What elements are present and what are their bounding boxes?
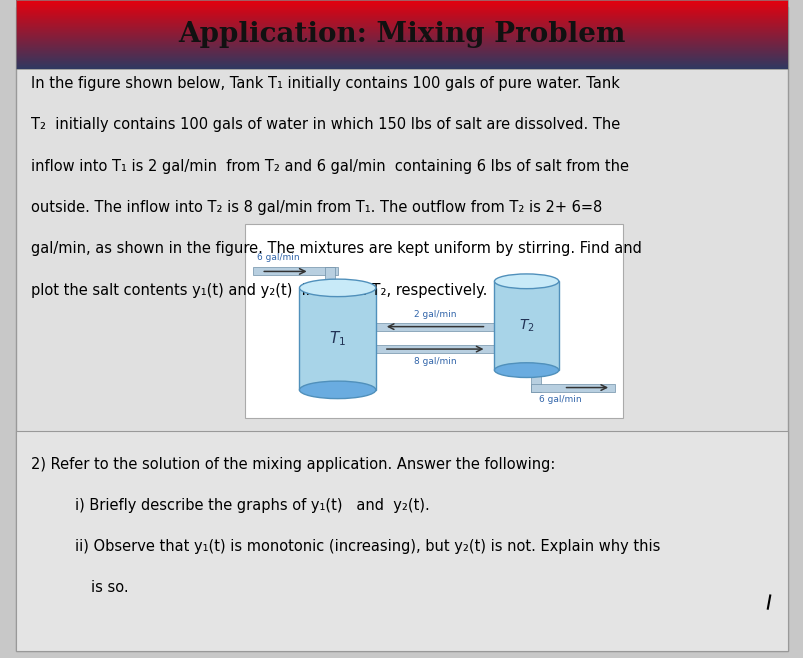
- Text: $T_2$: $T_2$: [518, 318, 534, 334]
- Text: inflow into T₁ is 2 gal/min  from T₂ and 6 gal/min  containing 6 lbs of salt fro: inflow into T₁ is 2 gal/min from T₂ and …: [31, 159, 628, 174]
- Text: is so.: is so.: [91, 580, 128, 595]
- Bar: [324, 267, 334, 291]
- Text: 8 gal/min: 8 gal/min: [414, 357, 456, 366]
- Text: outside. The inflow into T₂ is 8 gal/min from T₁. The outflow from T₂ is 2+ 6=8: outside. The inflow into T₂ is 8 gal/min…: [31, 200, 601, 215]
- Text: 2) Refer to the solution of the mixing application. Answer the following:: 2) Refer to the solution of the mixing a…: [31, 457, 554, 472]
- Ellipse shape: [299, 381, 376, 399]
- Bar: [245, 224, 622, 418]
- Text: ii) Observe that y₁(t) is monotonic (increasing), but y₂(t) is not. Explain why : ii) Observe that y₁(t) is monotonic (inc…: [75, 539, 659, 554]
- Text: In the figure shown below, Tank T₁ initially contains 100 gals of pure water. Ta: In the figure shown below, Tank T₁ initi…: [31, 76, 618, 91]
- Text: T₂  initially contains 100 gals of water in which 150 lbs of salt are dissolved.: T₂ initially contains 100 gals of water …: [31, 117, 619, 132]
- Bar: [16, 0, 787, 69]
- Ellipse shape: [299, 279, 376, 297]
- Bar: [16, 431, 787, 651]
- Bar: [531, 370, 540, 392]
- Text: Application: Mixing Problem: Application: Mixing Problem: [178, 21, 625, 48]
- Text: gal/min, as shown in the figure. The mixtures are kept uniform by stirring. Find: gal/min, as shown in the figure. The mix…: [31, 241, 641, 257]
- Text: plot the salt contents y₁(t) and y₂(t)  in T₁ and T₂, respectively.: plot the salt contents y₁(t) and y₂(t) i…: [31, 283, 487, 298]
- Ellipse shape: [494, 274, 558, 289]
- Bar: [531, 384, 614, 392]
- Ellipse shape: [494, 363, 558, 378]
- Bar: [376, 322, 494, 330]
- Text: 6 gal/min: 6 gal/min: [539, 395, 581, 405]
- Text: 2 gal/min: 2 gal/min: [414, 310, 456, 318]
- Text: $T_1$: $T_1$: [328, 330, 346, 348]
- Bar: [494, 282, 558, 370]
- Text: 6 gal/min: 6 gal/min: [257, 253, 300, 262]
- Bar: [253, 267, 337, 275]
- Text: i) Briefly describe the graphs of y₁(t)   and  y₂(t).: i) Briefly describe the graphs of y₁(t) …: [75, 498, 429, 513]
- Bar: [376, 345, 494, 353]
- Bar: [299, 288, 376, 390]
